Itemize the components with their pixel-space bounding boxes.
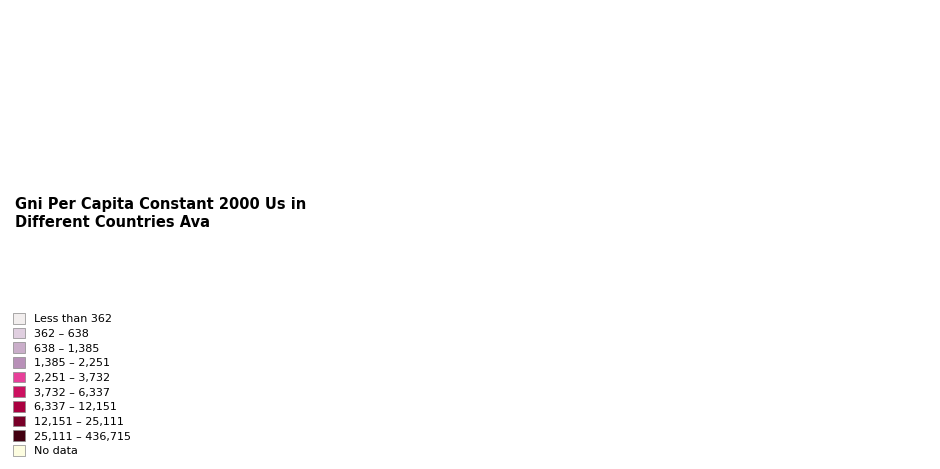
Text: Gni Per Capita Constant 2000 Us in
Different Countries Ava: Gni Per Capita Constant 2000 Us in Diffe… — [15, 197, 306, 230]
Legend: Less than 362, 362 – 638, 638 – 1,385, 1,385 – 2,251, 2,251 – 3,732, 3,732 – 6,3: Less than 362, 362 – 638, 638 – 1,385, 1… — [8, 309, 135, 461]
